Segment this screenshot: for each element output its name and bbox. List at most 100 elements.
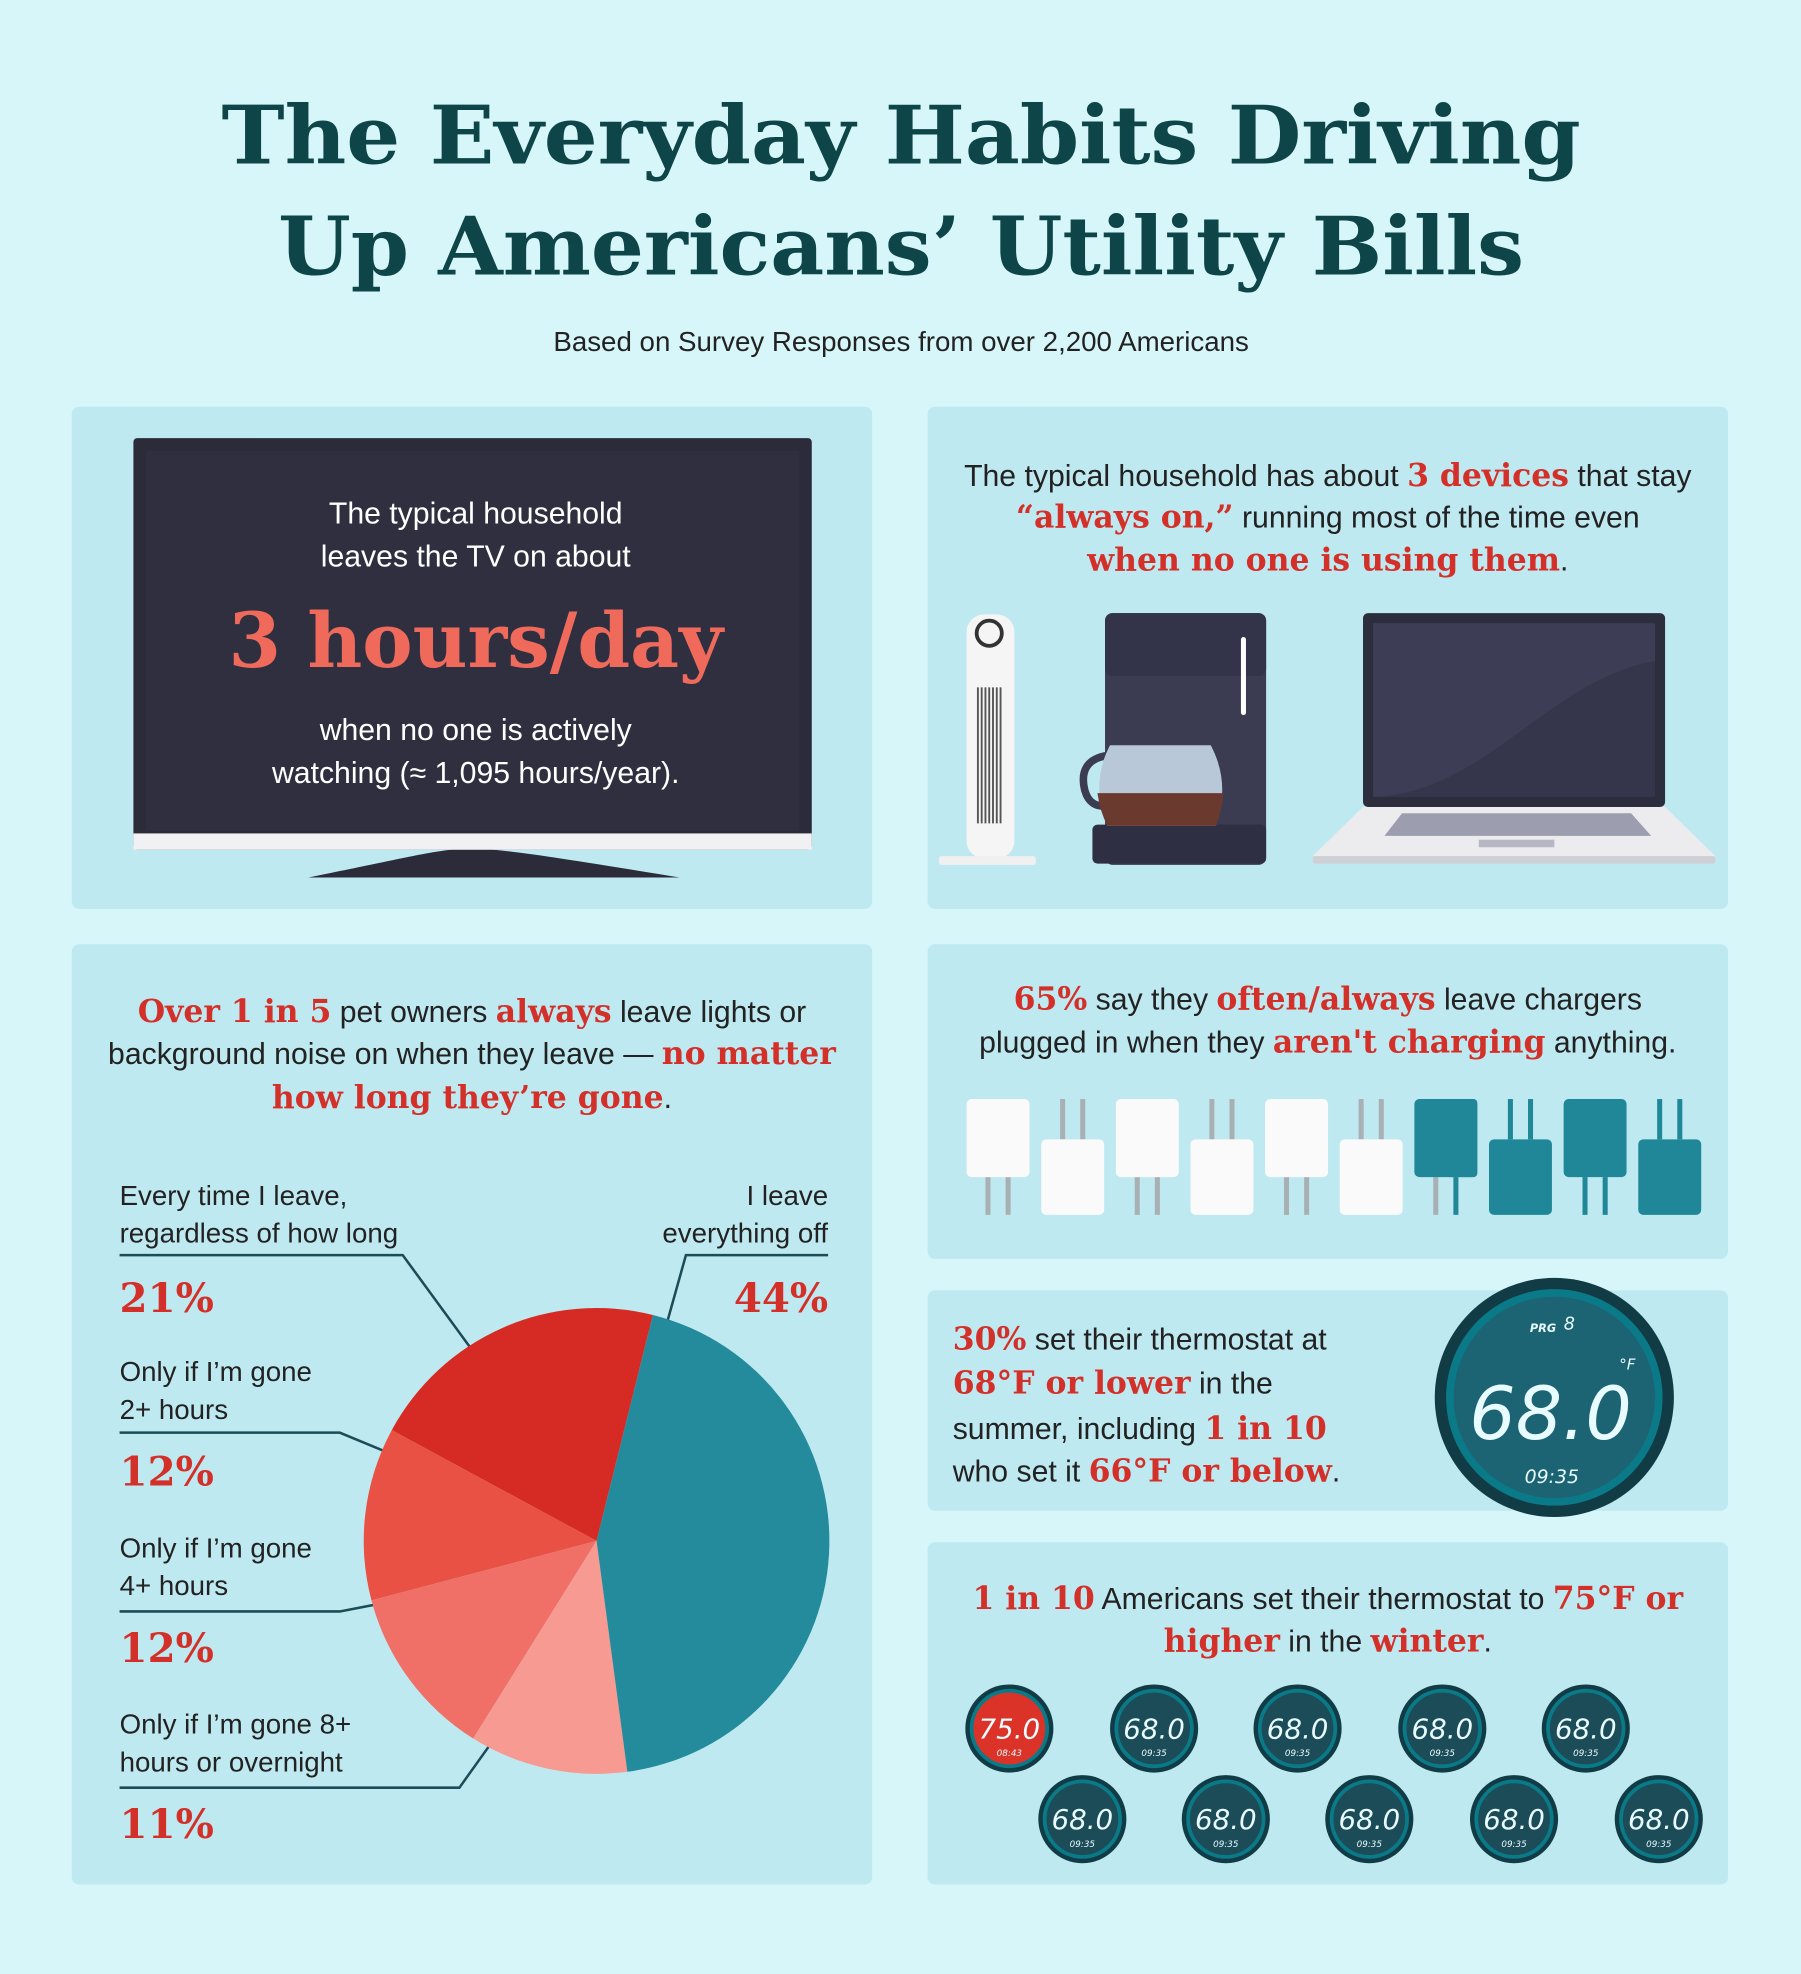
mini-thermostat-face: [1186, 1779, 1266, 1859]
mini-temp: 68.0: [1483, 1803, 1545, 1836]
value-label: 21%: [120, 1275, 214, 1322]
text-run: .: [1332, 1456, 1340, 1489]
highlight: “always on,”: [1016, 498, 1234, 535]
mini-thermostat-face: [1474, 1779, 1554, 1859]
title: Up Americans’ Utility Bills: [278, 198, 1524, 293]
mini-thermostat-face: [1114, 1688, 1194, 1769]
mini-temp: 68.0: [1555, 1713, 1617, 1746]
text-run: running most of the time even: [1234, 501, 1640, 534]
mini-time: 09:35: [1285, 1749, 1311, 1759]
highlight: 68°F or lower: [953, 1365, 1191, 1402]
text-run: who set it: [952, 1456, 1089, 1489]
value-label: 44%: [734, 1275, 828, 1322]
charger: [1563, 1099, 1627, 1178]
mini-temp: 68.0: [1267, 1713, 1329, 1746]
charger: [1445, 1099, 1478, 1178]
highlight: winter: [1370, 1623, 1484, 1660]
highlight: 65%: [1014, 981, 1088, 1018]
highlight: 66°F or below: [1089, 1453, 1333, 1490]
charger: [1190, 1139, 1254, 1215]
text-run: .: [1484, 1626, 1492, 1659]
charger: [1115, 1099, 1179, 1178]
highlight: always: [496, 993, 612, 1030]
mini-temp: 68.0: [1052, 1803, 1114, 1836]
text-run: that stay: [1569, 460, 1692, 493]
category-box: Every time I leave, regardless of how lo…: [119, 1179, 399, 1249]
value-label: 11%: [120, 1801, 214, 1848]
tv-text: The typical household: [329, 498, 623, 531]
mini-time: 08:43: [997, 1749, 1023, 1759]
text-run: pet owners: [331, 996, 495, 1029]
mini-temp: 68.0: [1411, 1713, 1473, 1746]
highlight: often/always: [1216, 981, 1435, 1018]
tv-stat: 3 hours/day: [229, 596, 726, 685]
thermostat-temp: 68.0: [1469, 1372, 1632, 1457]
mini-temp: 68.0: [1338, 1803, 1400, 1836]
text-line: 30% set their thermostat at: [953, 1321, 1328, 1358]
highlight: 1 in 10: [1204, 1410, 1326, 1447]
mini-time: 09:35: [1213, 1840, 1239, 1850]
mini-temp: 68.0: [1123, 1713, 1185, 1746]
pie-slice: [391, 1308, 653, 1541]
thermostat-program: 8: [1564, 1314, 1575, 1334]
text-line: “always on,” running most of the time ev…: [1016, 498, 1640, 535]
laptop-edge: [1312, 856, 1716, 864]
mini-time: 09:35: [1430, 1749, 1456, 1759]
category-box: Only if I’m gone 4+ hours: [119, 1532, 312, 1602]
text-run: leave lights or: [612, 996, 807, 1029]
charger: [1041, 1139, 1105, 1215]
text-line: summer, including 1 in 10: [953, 1410, 1327, 1447]
text-line: Over 1 in 5 pet owners always leave ligh…: [138, 993, 806, 1030]
mini-time: 09:35: [1646, 1840, 1672, 1850]
text-run: plugged in when they: [979, 1026, 1273, 1059]
text-run: summer, including: [953, 1413, 1205, 1446]
tv-text: watching (≈ 1,095 hours/year).: [271, 757, 679, 790]
text-line: higher in the winter.: [1164, 1623, 1492, 1660]
carafe-handle: [1079, 751, 1109, 810]
leader-line: [119, 1734, 499, 1789]
text-line: 1 in 10 Americans set their thermostat t…: [972, 1580, 1683, 1617]
pie-slice: [371, 1540, 597, 1739]
mini-thermostat-face: [1546, 1688, 1626, 1769]
thermostat-time: 09:35: [1525, 1466, 1579, 1488]
charger: [1339, 1139, 1403, 1215]
charger: [1638, 1139, 1702, 1215]
pie-slice: [363, 1430, 597, 1601]
laptop-keyboard: [1384, 813, 1652, 836]
text-run: in the: [1191, 1368, 1273, 1401]
charger: [1489, 1139, 1552, 1215]
category-label: I leave everything off: [662, 1179, 829, 1249]
category-label: Only if I’m gone 4+ hours: [119, 1532, 312, 1602]
text-run: Americans set their thermostat to: [1095, 1583, 1553, 1616]
category-box: Only if I’m gone 8+ hours or overnight: [119, 1708, 352, 1778]
highlight: 1 in 10: [972, 1580, 1094, 1617]
category-box: Only if I’m gone 2+ hours: [120, 1356, 312, 1425]
value-label: 12%: [120, 1625, 214, 1672]
highlight: 3 devices: [1407, 457, 1569, 494]
text-run: .: [1560, 544, 1568, 577]
highlight: no matter: [662, 1035, 837, 1072]
text-run: anything.: [1546, 1026, 1677, 1059]
text-run: background noise on when they leave —: [108, 1038, 662, 1071]
thermostat-mode: PRG: [1530, 1321, 1556, 1335]
category-label: Every time I leave, regardless of how lo…: [119, 1179, 399, 1249]
pie-slice: [473, 1540, 628, 1774]
category-box: I leave everything off: [662, 1179, 829, 1249]
mini-time: 09:35: [1357, 1840, 1383, 1850]
tv-bezel: [133, 833, 812, 850]
text-line: background noise on when they leave — no…: [108, 1035, 836, 1072]
text-line: when no one is using them.: [1086, 541, 1568, 578]
text-run: set their thermostat at: [1026, 1324, 1327, 1357]
mini-thermostat-face: [1329, 1779, 1409, 1859]
text-run: say they: [1087, 984, 1216, 1017]
text-run: The typical household has about: [964, 460, 1407, 493]
mini-thermostat-face: [1042, 1779, 1123, 1859]
mini-time: 09:35: [1501, 1840, 1527, 1850]
text-line: 68°F or lower in the: [953, 1365, 1273, 1402]
charger: [966, 1099, 1030, 1178]
tv-text: leaves the TV on about: [321, 541, 631, 574]
category-label: Only if I’m gone 8+ hours or overnight: [119, 1708, 352, 1778]
tv-stand: [308, 848, 680, 878]
highlight: Over 1 in 5: [138, 993, 332, 1030]
